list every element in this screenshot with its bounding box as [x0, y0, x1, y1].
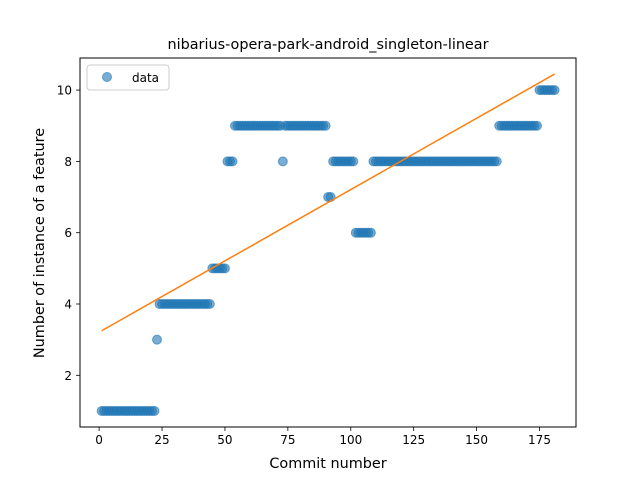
legend: data: [86, 64, 170, 91]
data-point: [348, 156, 359, 167]
data-point: [491, 156, 502, 167]
x-tick-label: 25: [154, 433, 169, 447]
legend-label-data: data: [132, 71, 159, 85]
x-tick-label: 150: [465, 433, 488, 447]
data-point: [227, 156, 238, 167]
plot-area: [80, 58, 576, 427]
data-point: [531, 120, 542, 131]
data-point: [204, 299, 215, 309]
x-tick-label: 175: [528, 433, 551, 447]
fit-line-layer: [101, 73, 555, 332]
y-tick-label: 4: [64, 298, 72, 312]
x-tick-label: 75: [280, 433, 295, 447]
x-tick-label: 125: [402, 433, 425, 447]
data-point: [219, 263, 230, 274]
y-axis-label: Number of instance of a feature: [32, 128, 48, 358]
x-tick-label: 100: [339, 433, 362, 447]
legend-box: [86, 64, 170, 91]
y-tick-label: 8: [64, 155, 72, 169]
data-point: [320, 120, 331, 131]
y-tick-label: 10: [57, 84, 72, 98]
x-tick-label: 0: [95, 433, 103, 447]
x-tick-label: 50: [217, 433, 232, 447]
data-points: [96, 85, 560, 416]
data-point: [277, 156, 288, 167]
data-point: [152, 334, 163, 345]
fit-line: [101, 73, 555, 332]
data-point: [365, 227, 376, 238]
data-point: [149, 405, 160, 416]
legend-marker-data: [102, 72, 112, 82]
data-point: [549, 85, 560, 96]
x-axis-ticks: 0 25 50 75 100 125 150 175: [95, 427, 551, 447]
chart-title: nibarius-opera-park-android_singleton-li…: [167, 37, 488, 53]
y-tick-label: 2: [64, 369, 72, 383]
plot-frame: [79, 57, 577, 428]
y-axis-ticks: 2 4 6 8 10: [57, 84, 80, 383]
y-tick-label: 6: [64, 226, 72, 240]
x-axis-label: Commit number: [269, 456, 386, 472]
